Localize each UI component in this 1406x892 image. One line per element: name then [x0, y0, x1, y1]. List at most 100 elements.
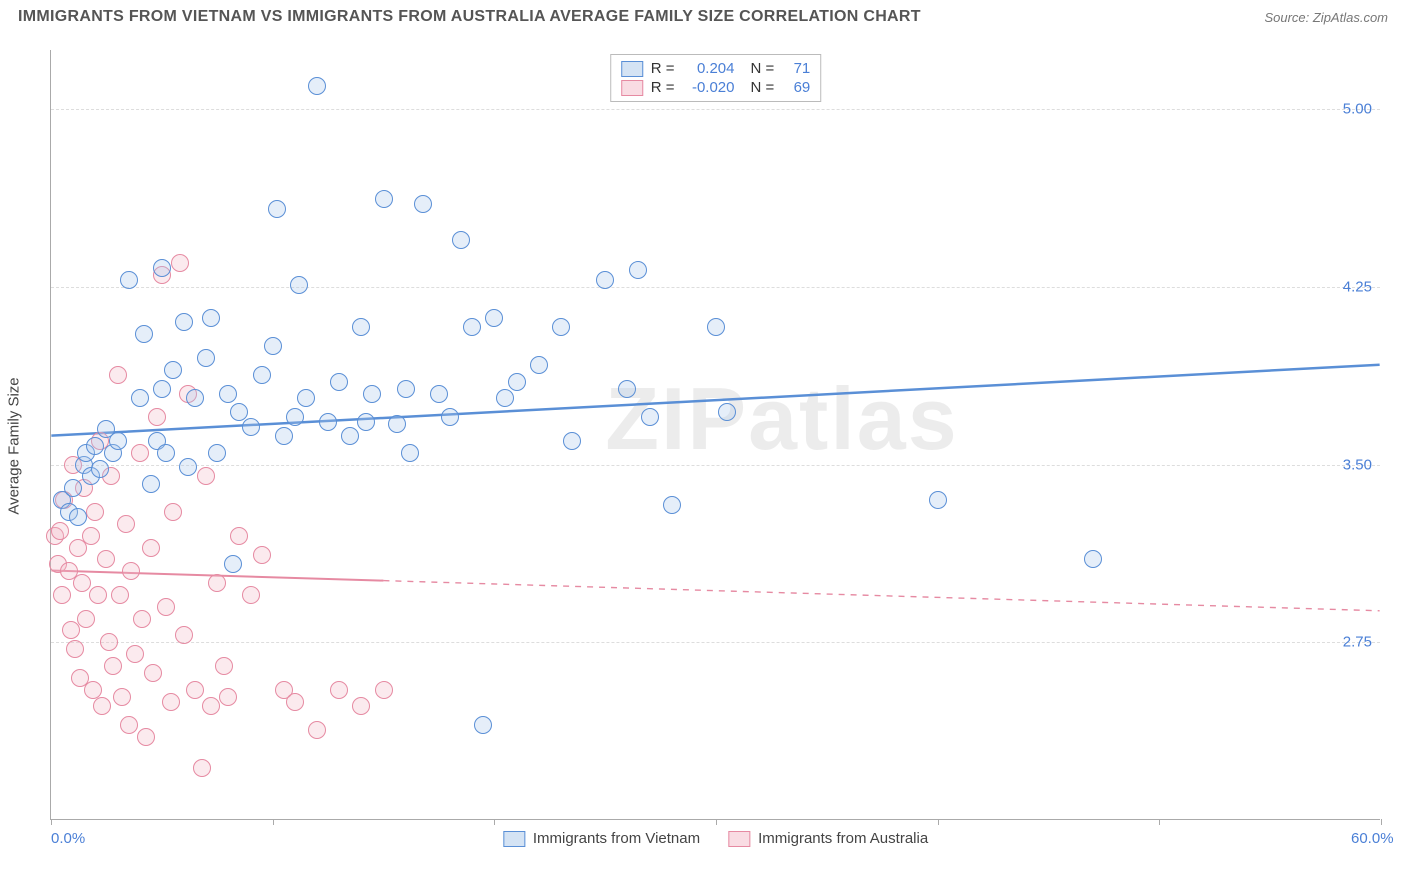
data-point-australia	[82, 527, 100, 545]
chart-title: IMMIGRANTS FROM VIETNAM VS IMMIGRANTS FR…	[18, 8, 921, 26]
data-point-vietnam	[86, 437, 104, 455]
data-point-australia	[89, 586, 107, 604]
data-point-australia	[330, 681, 348, 699]
data-point-australia	[186, 681, 204, 699]
data-point-vietnam	[164, 361, 182, 379]
legend-row-australia: R =-0.020N =69	[621, 78, 811, 97]
data-point-australia	[117, 515, 135, 533]
data-point-vietnam	[330, 373, 348, 391]
data-point-australia	[175, 626, 193, 644]
data-point-vietnam	[430, 385, 448, 403]
data-point-vietnam	[452, 231, 470, 249]
data-point-vietnam	[929, 491, 947, 509]
x-tick-label: 0.0%	[51, 830, 85, 847]
x-tick	[51, 819, 52, 825]
data-point-vietnam	[175, 313, 193, 331]
data-point-vietnam	[153, 259, 171, 277]
data-point-australia	[73, 574, 91, 592]
data-point-vietnam	[401, 444, 419, 462]
data-point-vietnam	[357, 413, 375, 431]
legend-swatch	[621, 80, 643, 96]
legend-n-label: N =	[751, 79, 775, 96]
x-tick	[273, 819, 274, 825]
data-point-australia	[100, 633, 118, 651]
x-tick	[1381, 819, 1382, 825]
data-point-vietnam	[397, 380, 415, 398]
data-point-australia	[53, 586, 71, 604]
data-point-australia	[197, 467, 215, 485]
legend-n-value: 69	[782, 79, 810, 96]
data-point-australia	[66, 640, 84, 658]
x-tick	[716, 819, 717, 825]
data-point-vietnam	[253, 366, 271, 384]
data-point-vietnam	[268, 200, 286, 218]
y-axis-title: Average Family Size	[6, 377, 23, 514]
trend-line-australia-dashed	[383, 581, 1379, 611]
data-point-australia	[133, 610, 151, 628]
x-tick-label: 60.0%	[1351, 830, 1394, 847]
series-legend-item-australia: Immigrants from Australia	[728, 830, 928, 847]
data-point-vietnam	[641, 408, 659, 426]
data-point-australia	[104, 657, 122, 675]
data-point-vietnam	[275, 427, 293, 445]
data-point-australia	[86, 503, 104, 521]
data-point-vietnam	[264, 337, 282, 355]
data-point-vietnam	[414, 195, 432, 213]
data-point-vietnam	[1084, 550, 1102, 568]
data-point-australia	[131, 444, 149, 462]
legend-swatch	[503, 831, 525, 847]
data-point-vietnam	[375, 190, 393, 208]
data-point-vietnam	[485, 309, 503, 327]
legend-swatch	[621, 61, 643, 77]
data-point-vietnam	[441, 408, 459, 426]
legend-n-value: 71	[782, 60, 810, 77]
data-point-vietnam	[208, 444, 226, 462]
data-point-vietnam	[563, 432, 581, 450]
data-point-australia	[122, 562, 140, 580]
data-point-australia	[111, 586, 129, 604]
data-point-vietnam	[179, 458, 197, 476]
data-point-australia	[109, 366, 127, 384]
data-point-vietnam	[463, 318, 481, 336]
source-label: Source: ZipAtlas.com	[1264, 10, 1388, 25]
x-tick	[938, 819, 939, 825]
data-point-australia	[352, 697, 370, 715]
data-point-vietnam	[319, 413, 337, 431]
data-point-vietnam	[530, 356, 548, 374]
legend-r-label: R =	[651, 60, 675, 77]
data-point-australia	[126, 645, 144, 663]
legend-r-label: R =	[651, 79, 675, 96]
data-point-australia	[230, 527, 248, 545]
data-point-vietnam	[552, 318, 570, 336]
data-point-australia	[93, 697, 111, 715]
data-point-vietnam	[157, 444, 175, 462]
gridline	[51, 109, 1380, 110]
y-tick-label: 4.25	[1343, 278, 1372, 295]
data-point-australia	[142, 539, 160, 557]
data-point-australia	[242, 586, 260, 604]
data-point-australia	[137, 728, 155, 746]
data-point-vietnam	[135, 325, 153, 343]
data-point-australia	[157, 598, 175, 616]
data-point-vietnam	[286, 408, 304, 426]
data-point-australia	[193, 759, 211, 777]
data-point-vietnam	[202, 309, 220, 327]
data-point-vietnam	[64, 479, 82, 497]
series-legend-item-vietnam: Immigrants from Vietnam	[503, 830, 700, 847]
gridline	[51, 642, 1380, 643]
data-point-vietnam	[663, 496, 681, 514]
legend-n-label: N =	[751, 60, 775, 77]
data-point-australia	[208, 574, 226, 592]
legend-row-vietnam: R =0.204N =71	[621, 59, 811, 78]
data-point-australia	[375, 681, 393, 699]
data-point-australia	[97, 550, 115, 568]
data-point-vietnam	[341, 427, 359, 445]
data-point-vietnam	[242, 418, 260, 436]
gridline	[51, 287, 1380, 288]
data-point-vietnam	[363, 385, 381, 403]
data-point-vietnam	[496, 389, 514, 407]
data-point-vietnam	[91, 460, 109, 478]
data-point-vietnam	[197, 349, 215, 367]
data-point-vietnam	[474, 716, 492, 734]
data-point-australia	[162, 693, 180, 711]
